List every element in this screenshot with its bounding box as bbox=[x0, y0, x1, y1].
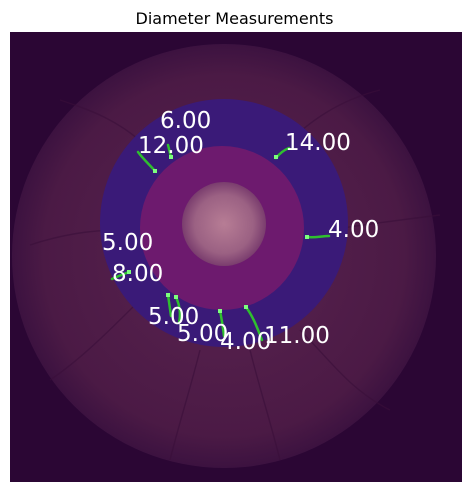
measurement-label: 8.00 bbox=[112, 261, 163, 287]
measurement-label: 11.00 bbox=[264, 323, 330, 349]
vessel-marker bbox=[244, 305, 264, 342]
vessel-marker bbox=[174, 295, 182, 325]
figure-title: Diameter Measurements bbox=[136, 9, 334, 28]
outer-vessels bbox=[29, 89, 441, 461]
measurement-label: 4.00 bbox=[220, 329, 271, 355]
vessel-marker-dots bbox=[127, 155, 309, 313]
optic-disc bbox=[182, 182, 266, 266]
measurement-label: 4.00 bbox=[328, 217, 379, 243]
measurement-label: 5.00 bbox=[148, 304, 199, 330]
vessel-marker bbox=[218, 309, 226, 338]
vessel-marker bbox=[305, 234, 331, 239]
measurement-labels: 6.00 12.00 14.00 4.00 5.00 8.00 5.00 5.0… bbox=[102, 108, 379, 355]
measurement-label: 6.00 bbox=[160, 108, 211, 134]
measurement-label: 12.00 bbox=[138, 133, 204, 159]
measurement-label: 14.00 bbox=[285, 130, 351, 156]
vessel-marker bbox=[166, 293, 173, 318]
measurement-label: 5.00 bbox=[102, 230, 153, 256]
measurement-label: 5.00 bbox=[177, 321, 228, 347]
